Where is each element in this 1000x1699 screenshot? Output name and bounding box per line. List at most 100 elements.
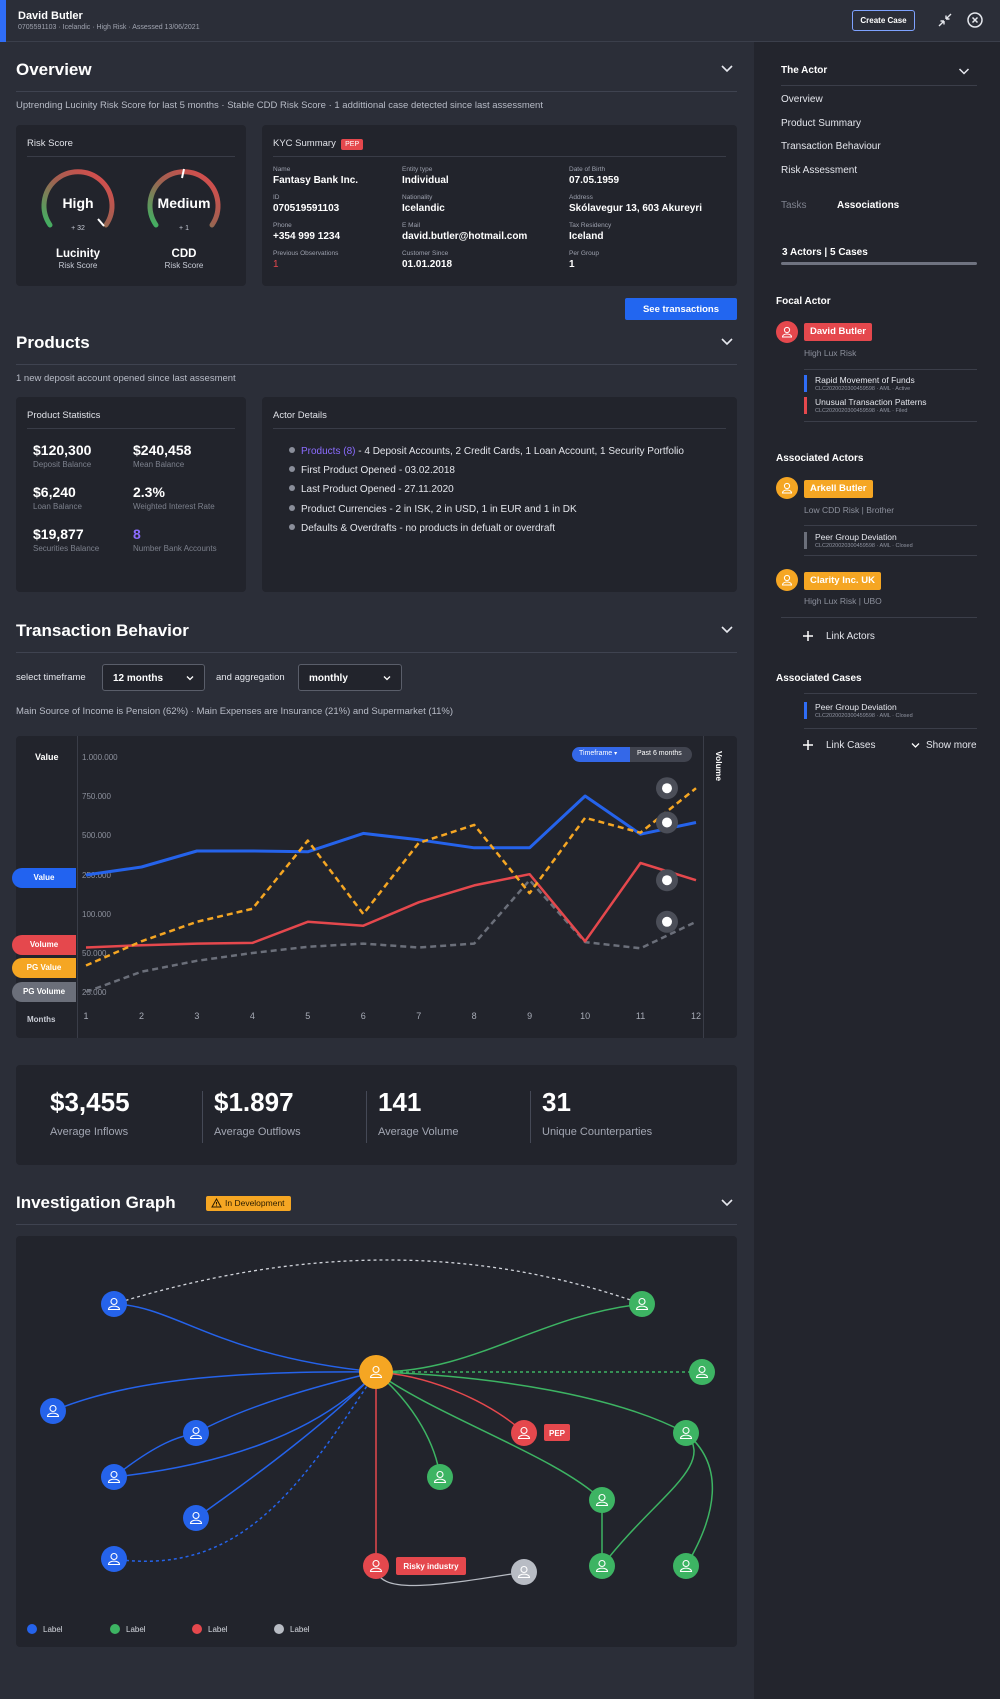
legend-label: Label [208, 1625, 228, 1634]
pg-value-pill[interactable]: PG Value [12, 958, 76, 978]
actor-details-card: Actor Details Products (8) - 4 Deposit A… [262, 397, 737, 592]
the-actor-title: The Actor [781, 65, 828, 76]
graph-node[interactable] [101, 1546, 127, 1572]
link-actors-button[interactable]: Link Actors [826, 631, 875, 642]
field-label: E Mail [402, 222, 421, 229]
main-content: Overview Uptrending Lucinity Risk Score … [0, 42, 754, 1699]
field-label: Per Group [569, 250, 599, 257]
graph-node[interactable] [673, 1553, 699, 1579]
nav-product-summary[interactable]: Product Summary [781, 118, 862, 129]
legend-red: Label [192, 1624, 228, 1634]
chevron-down-icon[interactable] [720, 1198, 734, 1208]
graph-node[interactable] [363, 1553, 389, 1579]
network-graph[interactable]: PEP Risky industry [16, 1236, 737, 1647]
investigation-graph-card: PEP Risky industry Label Label Label Lab… [16, 1236, 737, 1647]
minimize-icon[interactable] [936, 11, 954, 29]
avg-label: Unique Counterparties [542, 1126, 653, 1138]
graph-node[interactable] [629, 1291, 655, 1317]
divider [27, 428, 235, 429]
create-case-button[interactable]: Create Case [852, 10, 915, 31]
graph-edge [375, 1371, 687, 1434]
associated-actor-name[interactable]: Arkell Butler [804, 480, 873, 498]
plus-icon[interactable] [802, 739, 814, 751]
graph-node[interactable] [427, 1464, 453, 1490]
graph-edge [601, 1432, 695, 1567]
graph-node[interactable] [511, 1559, 537, 1585]
case-item[interactable]: Rapid Movement of Funds CLC20200203004595… [804, 375, 915, 392]
stat-interest: 2.3% Weighted Interest Rate [133, 484, 215, 511]
x-tick-label: 9 [527, 1011, 532, 1021]
show-more-button[interactable]: Show more [926, 740, 977, 751]
product-stats-title: Product Statistics [27, 410, 101, 421]
focal-actor-name[interactable]: David Butler [804, 323, 872, 341]
case-item[interactable]: Peer Group Deviation CLC2020020300459598 … [804, 532, 913, 549]
field-value: 070519591103 [273, 203, 340, 214]
cdd-level: Medium [157, 195, 211, 211]
associated-actors-title: Associated Actors [776, 453, 864, 464]
focal-node[interactable] [359, 1355, 393, 1389]
chevron-down-icon[interactable] [720, 64, 734, 74]
avg-volume: 141 Average Volume [378, 1087, 459, 1138]
graph-node[interactable] [511, 1420, 537, 1446]
x-tick-label: 12 [691, 1011, 701, 1021]
x-tick-label: 5 [305, 1011, 310, 1021]
products-link[interactable]: Products (8) [301, 446, 356, 457]
chevron-down-icon[interactable] [720, 337, 734, 347]
graph-edge [113, 1371, 377, 1562]
detail-text: Last Product Opened - 27.11.2020 [301, 484, 454, 495]
stat-label: Securities Balance [33, 544, 100, 553]
close-icon[interactable] [966, 11, 984, 29]
actor-details-title: Actor Details [273, 410, 327, 421]
graph-node[interactable] [101, 1464, 127, 1490]
graph-node[interactable] [689, 1359, 715, 1385]
series-end-dot [662, 875, 672, 886]
aggregation-select[interactable]: monthly [298, 664, 402, 691]
x-tick-label: 3 [194, 1011, 199, 1021]
x-tick-label: 8 [472, 1011, 477, 1021]
timeframe-toggle[interactable]: Timeframe ▾ [572, 747, 630, 762]
past-6-months-toggle[interactable]: Past 6 months [630, 747, 692, 762]
chevron-down-icon[interactable] [958, 67, 970, 76]
associated-actor-sub: High Lux Risk | UBO [804, 596, 882, 606]
graph-node[interactable] [589, 1553, 615, 1579]
graph-node[interactable] [183, 1420, 209, 1446]
nav-overview[interactable]: Overview [781, 94, 823, 105]
series-end-dot [662, 916, 672, 927]
link-cases-button[interactable]: Link Cases [826, 740, 876, 751]
detail-products: Products (8) - 4 Deposit Accounts, 2 Cre… [289, 446, 684, 457]
field-label: Previous Observations [273, 250, 339, 257]
graph-node[interactable] [101, 1291, 127, 1317]
case-item[interactable]: Unusual Transaction Patterns CLC202002030… [804, 397, 927, 414]
nav-transaction-behaviour[interactable]: Transaction Behaviour [781, 141, 881, 152]
avatar [776, 321, 798, 343]
chevron-down-icon [911, 743, 920, 748]
stat-loan: $6,240 Loan Balance [33, 484, 82, 511]
nav-risk-assessment[interactable]: Risk Assessment [781, 165, 858, 176]
case-item[interactable]: Peer Group Deviation CLC2020020300459598 … [804, 702, 913, 719]
divider [16, 91, 737, 92]
person-icon [781, 574, 793, 586]
y-tick-label: 500.000 [82, 831, 111, 840]
timeframe-select[interactable]: 12 months [102, 664, 205, 691]
tab-tasks[interactable]: Tasks [781, 200, 807, 211]
toggle-label: Timeframe [579, 750, 613, 757]
volume-pill[interactable]: Volume [12, 935, 76, 955]
tab-associations[interactable]: Associations [837, 200, 900, 211]
lucinity-delta: + 32 [71, 225, 85, 232]
avg-value: $1.897 [214, 1087, 294, 1117]
graph-edge [52, 1371, 377, 1412]
graph-node[interactable] [589, 1487, 615, 1513]
field-label: ID [273, 194, 280, 201]
graph-node[interactable] [40, 1398, 66, 1424]
plus-icon[interactable] [802, 630, 814, 642]
graph-node[interactable] [673, 1420, 699, 1446]
associated-actor-name[interactable]: Clarity Inc. UK [804, 572, 881, 590]
graph-node[interactable] [183, 1505, 209, 1531]
see-transactions-button[interactable]: See transactions [625, 298, 737, 320]
value-pill[interactable]: Value [12, 868, 76, 888]
pg-volume-pill[interactable]: PG Volume [12, 982, 76, 1002]
lucinity-name: Lucinity [55, 248, 101, 260]
timeframe-label: select timeframe [16, 672, 86, 683]
detail-defaults: Defaults & Overdrafts - no products in d… [289, 523, 555, 534]
chevron-down-icon[interactable] [720, 625, 734, 635]
